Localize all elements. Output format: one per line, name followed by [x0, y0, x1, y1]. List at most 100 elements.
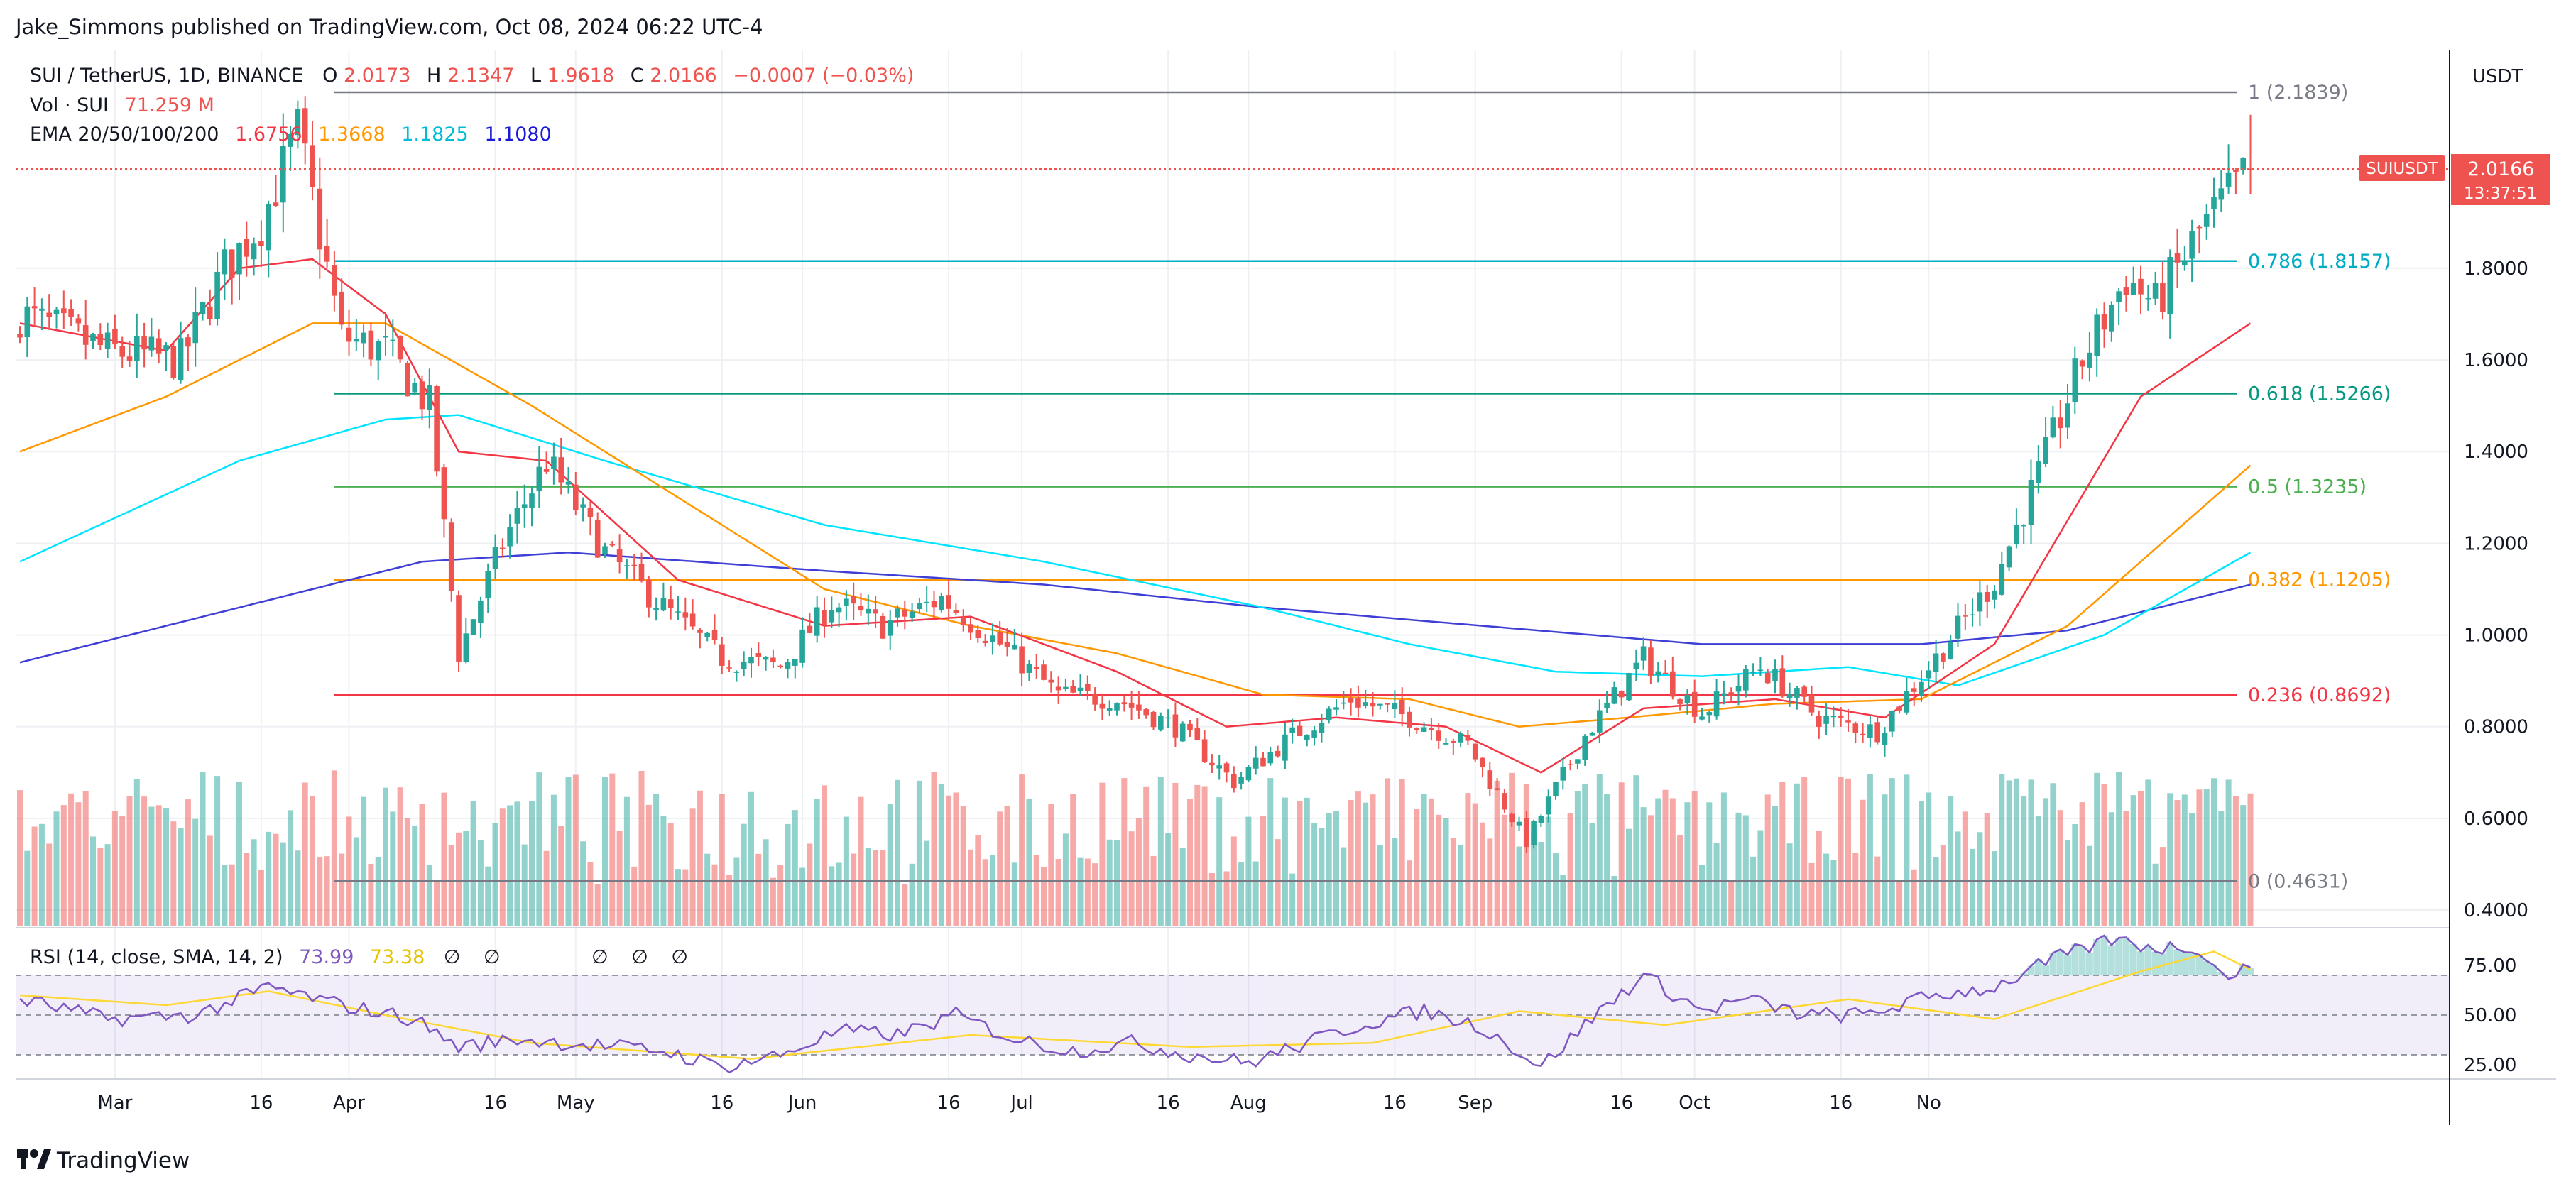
time-tick-label[interactable]: Apr: [333, 1092, 365, 1114]
candle-body: [1618, 691, 1625, 698]
fib-level-label[interactable]: 0.5 (1.3235): [2248, 476, 2367, 498]
rsi-tick-label[interactable]: 75.00: [2464, 955, 2516, 977]
price-tick-label[interactable]: 1.8000: [2464, 258, 2528, 280]
time-tick-label[interactable]: 16: [1610, 1092, 1633, 1114]
fib-level-label[interactable]: 0.786 (1.8157): [2248, 251, 2391, 273]
candle-body: [339, 291, 344, 325]
time-tick-label[interactable]: 16: [710, 1092, 733, 1114]
time-tick-label[interactable]: 16: [484, 1092, 507, 1114]
volume-bar: [2145, 779, 2151, 926]
volume-bar: [733, 857, 740, 926]
svg-text:RSI (14, close, SMA, 14, 2): RSI (14, close, SMA, 14, 2) 73.99 73.38 …: [30, 946, 688, 968]
price-tick-label[interactable]: 1.4000: [2464, 442, 2528, 463]
candle-body: [229, 249, 235, 278]
candle-body: [1867, 724, 1873, 738]
volume-bar: [814, 799, 820, 926]
price-tick-label[interactable]: 0.6000: [2464, 809, 2528, 830]
volume-label[interactable]: Vol · SUI: [30, 94, 109, 116]
candle-body: [1896, 706, 1902, 711]
time-tick-label[interactable]: 16: [1383, 1092, 1407, 1114]
candle-body: [521, 504, 528, 508]
time-tick-label[interactable]: Jun: [787, 1092, 817, 1114]
candle-body: [975, 630, 981, 639]
fib-level-label[interactable]: 0.382 (1.1205): [2248, 569, 2391, 591]
rsi-tick-label[interactable]: 50.00: [2464, 1005, 2516, 1026]
volume-bar: [1992, 851, 1997, 926]
volume-bar: [2065, 840, 2070, 926]
ema20-line: [19, 258, 2252, 774]
ohlc-legend[interactable]: SUI / TetherUS, 1D, BINANCE O 2.0173 H 2…: [30, 65, 914, 146]
price-axis-ticks[interactable]: 0.4000 0.6000 0.8000 1.0000 1.2000 1.4000 1.60…: [2464, 258, 2528, 921]
time-tick-label[interactable]: Jul: [1009, 1092, 1032, 1114]
volume-bar: [660, 816, 667, 926]
volume-bar: [1333, 811, 1339, 926]
rsi-pane[interactable]: 75.00 50.00 25.00: [16, 934, 2516, 1076]
candle-body: [1926, 670, 1932, 679]
volume-bar: [1019, 774, 1025, 926]
candle-body: [2152, 283, 2159, 299]
ema-label[interactable]: EMA 20/50/100/200: [30, 124, 219, 146]
volume-bar: [763, 839, 769, 926]
time-tick-label[interactable]: No: [1916, 1092, 1941, 1114]
time-tick-label[interactable]: 16: [1829, 1092, 1852, 1114]
time-tick-label[interactable]: May: [557, 1092, 595, 1114]
time-tick-label[interactable]: Mar: [97, 1092, 132, 1114]
fib-level-label[interactable]: 1 (2.1839): [2248, 82, 2348, 104]
symbol-name[interactable]: SUI / TetherUS, 1D, BINANCE: [30, 65, 304, 87]
volume-bar: [331, 770, 337, 926]
price-tick-label[interactable]: 0.8000: [2464, 717, 2528, 738]
volume-bar: [902, 884, 908, 926]
candle-body: [711, 630, 718, 640]
candle-body: [631, 564, 637, 566]
volume-bar: [1267, 778, 1274, 926]
time-tick-label[interactable]: 16: [937, 1092, 961, 1114]
volume-bar: [1223, 871, 1230, 926]
volume-bar: [1026, 798, 1032, 926]
candle-body: [953, 610, 959, 613]
fib-level-label[interactable]: 0 (0.4631): [2248, 870, 2348, 892]
price-tick-label[interactable]: 1.6000: [2464, 350, 2528, 371]
volume-bar: [419, 804, 425, 926]
price-tick-label[interactable]: 1.0000: [2464, 625, 2528, 647]
tradingview-icon: [17, 1149, 51, 1169]
volume-bar: [565, 777, 572, 926]
candle-body: [1933, 653, 1939, 672]
volume-bar: [60, 805, 67, 926]
time-tick-label[interactable]: 16: [249, 1092, 273, 1114]
candle-body: [1465, 735, 1471, 741]
candle-body: [1085, 684, 1091, 691]
rsi-legend[interactable]: RSI (14, close, SMA, 14, 2) 73.99 73.38 …: [30, 946, 688, 968]
fib-level-label[interactable]: 0.618 (1.5266): [2248, 383, 2391, 405]
volume-bar: [375, 857, 381, 926]
volume-bar: [741, 823, 747, 926]
volume-bar: [1121, 778, 1128, 926]
time-axis[interactable]: Mar 16 Apr 16 May 16 Jun 16 Jul 16 Aug 16 Sep 16 Oct 16…: [97, 1092, 1941, 1114]
candle-body: [682, 612, 689, 618]
rsi-tick-label[interactable]: 25.00: [2464, 1055, 2516, 1076]
currency-label[interactable]: USDT: [2472, 66, 2523, 87]
volume-bar: [1999, 774, 2005, 926]
candle-body: [1743, 669, 1749, 691]
volume-bar: [2189, 813, 2195, 926]
fib-level-label[interactable]: 0.236 (0.8692): [2248, 684, 2391, 706]
candle-body: [851, 596, 856, 604]
candle-body: [866, 608, 871, 614]
rsi-label[interactable]: RSI (14, close, SMA, 14, 2): [30, 946, 283, 968]
price-tick-label[interactable]: 1.2000: [2464, 533, 2528, 554]
time-tick-label[interactable]: Aug: [1230, 1092, 1267, 1114]
price-tick-label[interactable]: 0.4000: [2464, 900, 2528, 921]
volume-bar: [1882, 794, 1888, 926]
candle-body: [288, 133, 293, 147]
time-tick-label[interactable]: Oct: [1679, 1092, 1710, 1114]
candle-body: [1121, 702, 1128, 705]
volume-bar: [865, 848, 871, 926]
tradingview-logo[interactable]: TradingView: [17, 1148, 190, 1173]
volume-bar: [133, 779, 140, 926]
volume-bar: [448, 845, 454, 926]
time-tick-label[interactable]: 16: [1157, 1092, 1180, 1114]
time-tick-label[interactable]: Sep: [1458, 1092, 1492, 1114]
volume-bar: [273, 833, 279, 926]
fibonacci-retracement[interactable]: 1 (2.1839) 0.786 (1.8157) 0.618 (1.5266) 0.…: [334, 82, 2391, 892]
candle-body: [507, 527, 513, 547]
